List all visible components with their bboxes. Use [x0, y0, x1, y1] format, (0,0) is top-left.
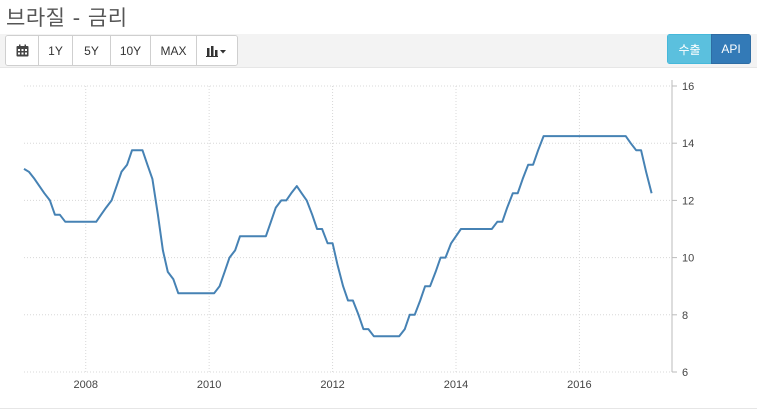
range-max-button[interactable]: MAX [151, 36, 197, 65]
range-10y-button[interactable]: 10Y [111, 36, 151, 65]
bar-chart-icon [206, 45, 226, 57]
chart-area: 6 8 10 12 14 16 2008 2010 2012 2014 2016 [0, 68, 757, 409]
series-line-interest-rate [23, 135, 653, 338]
range-button-group: 1Y 5Y 10Y MAX [5, 35, 238, 66]
toolbar: 1Y 5Y 10Y MAX 수출 API [0, 34, 757, 68]
x-tick-label: 2016 [567, 379, 591, 391]
y-tick-label: 14 [682, 138, 694, 150]
x-tick-label: 2008 [73, 379, 97, 391]
y-tick-label: 8 [682, 310, 688, 322]
right-button-group: 수출 API [667, 34, 751, 64]
range-1y-button[interactable]: 1Y [39, 36, 73, 65]
y-tick-label: 10 [682, 253, 694, 265]
y-tick-label: 6 [682, 367, 688, 379]
calendar-icon [16, 44, 28, 57]
line-chart: 6 8 10 12 14 16 2008 2010 2012 2014 2016 [23, 80, 694, 391]
y-tick-label: 16 [682, 81, 694, 93]
y-tick-label: 12 [682, 195, 694, 207]
x-tick-label: 2012 [320, 379, 344, 391]
calendar-button[interactable] [6, 36, 39, 65]
x-tick-label: 2010 [197, 379, 221, 391]
range-5y-button[interactable]: 5Y [73, 36, 111, 65]
page-title: 브라질 - 금리 [6, 6, 128, 30]
export-button[interactable]: 수출 [667, 34, 711, 64]
caret-down-icon [220, 49, 226, 53]
api-button[interactable]: API [711, 34, 751, 64]
chart-type-button[interactable] [197, 36, 237, 65]
x-tick-label: 2014 [444, 379, 468, 391]
